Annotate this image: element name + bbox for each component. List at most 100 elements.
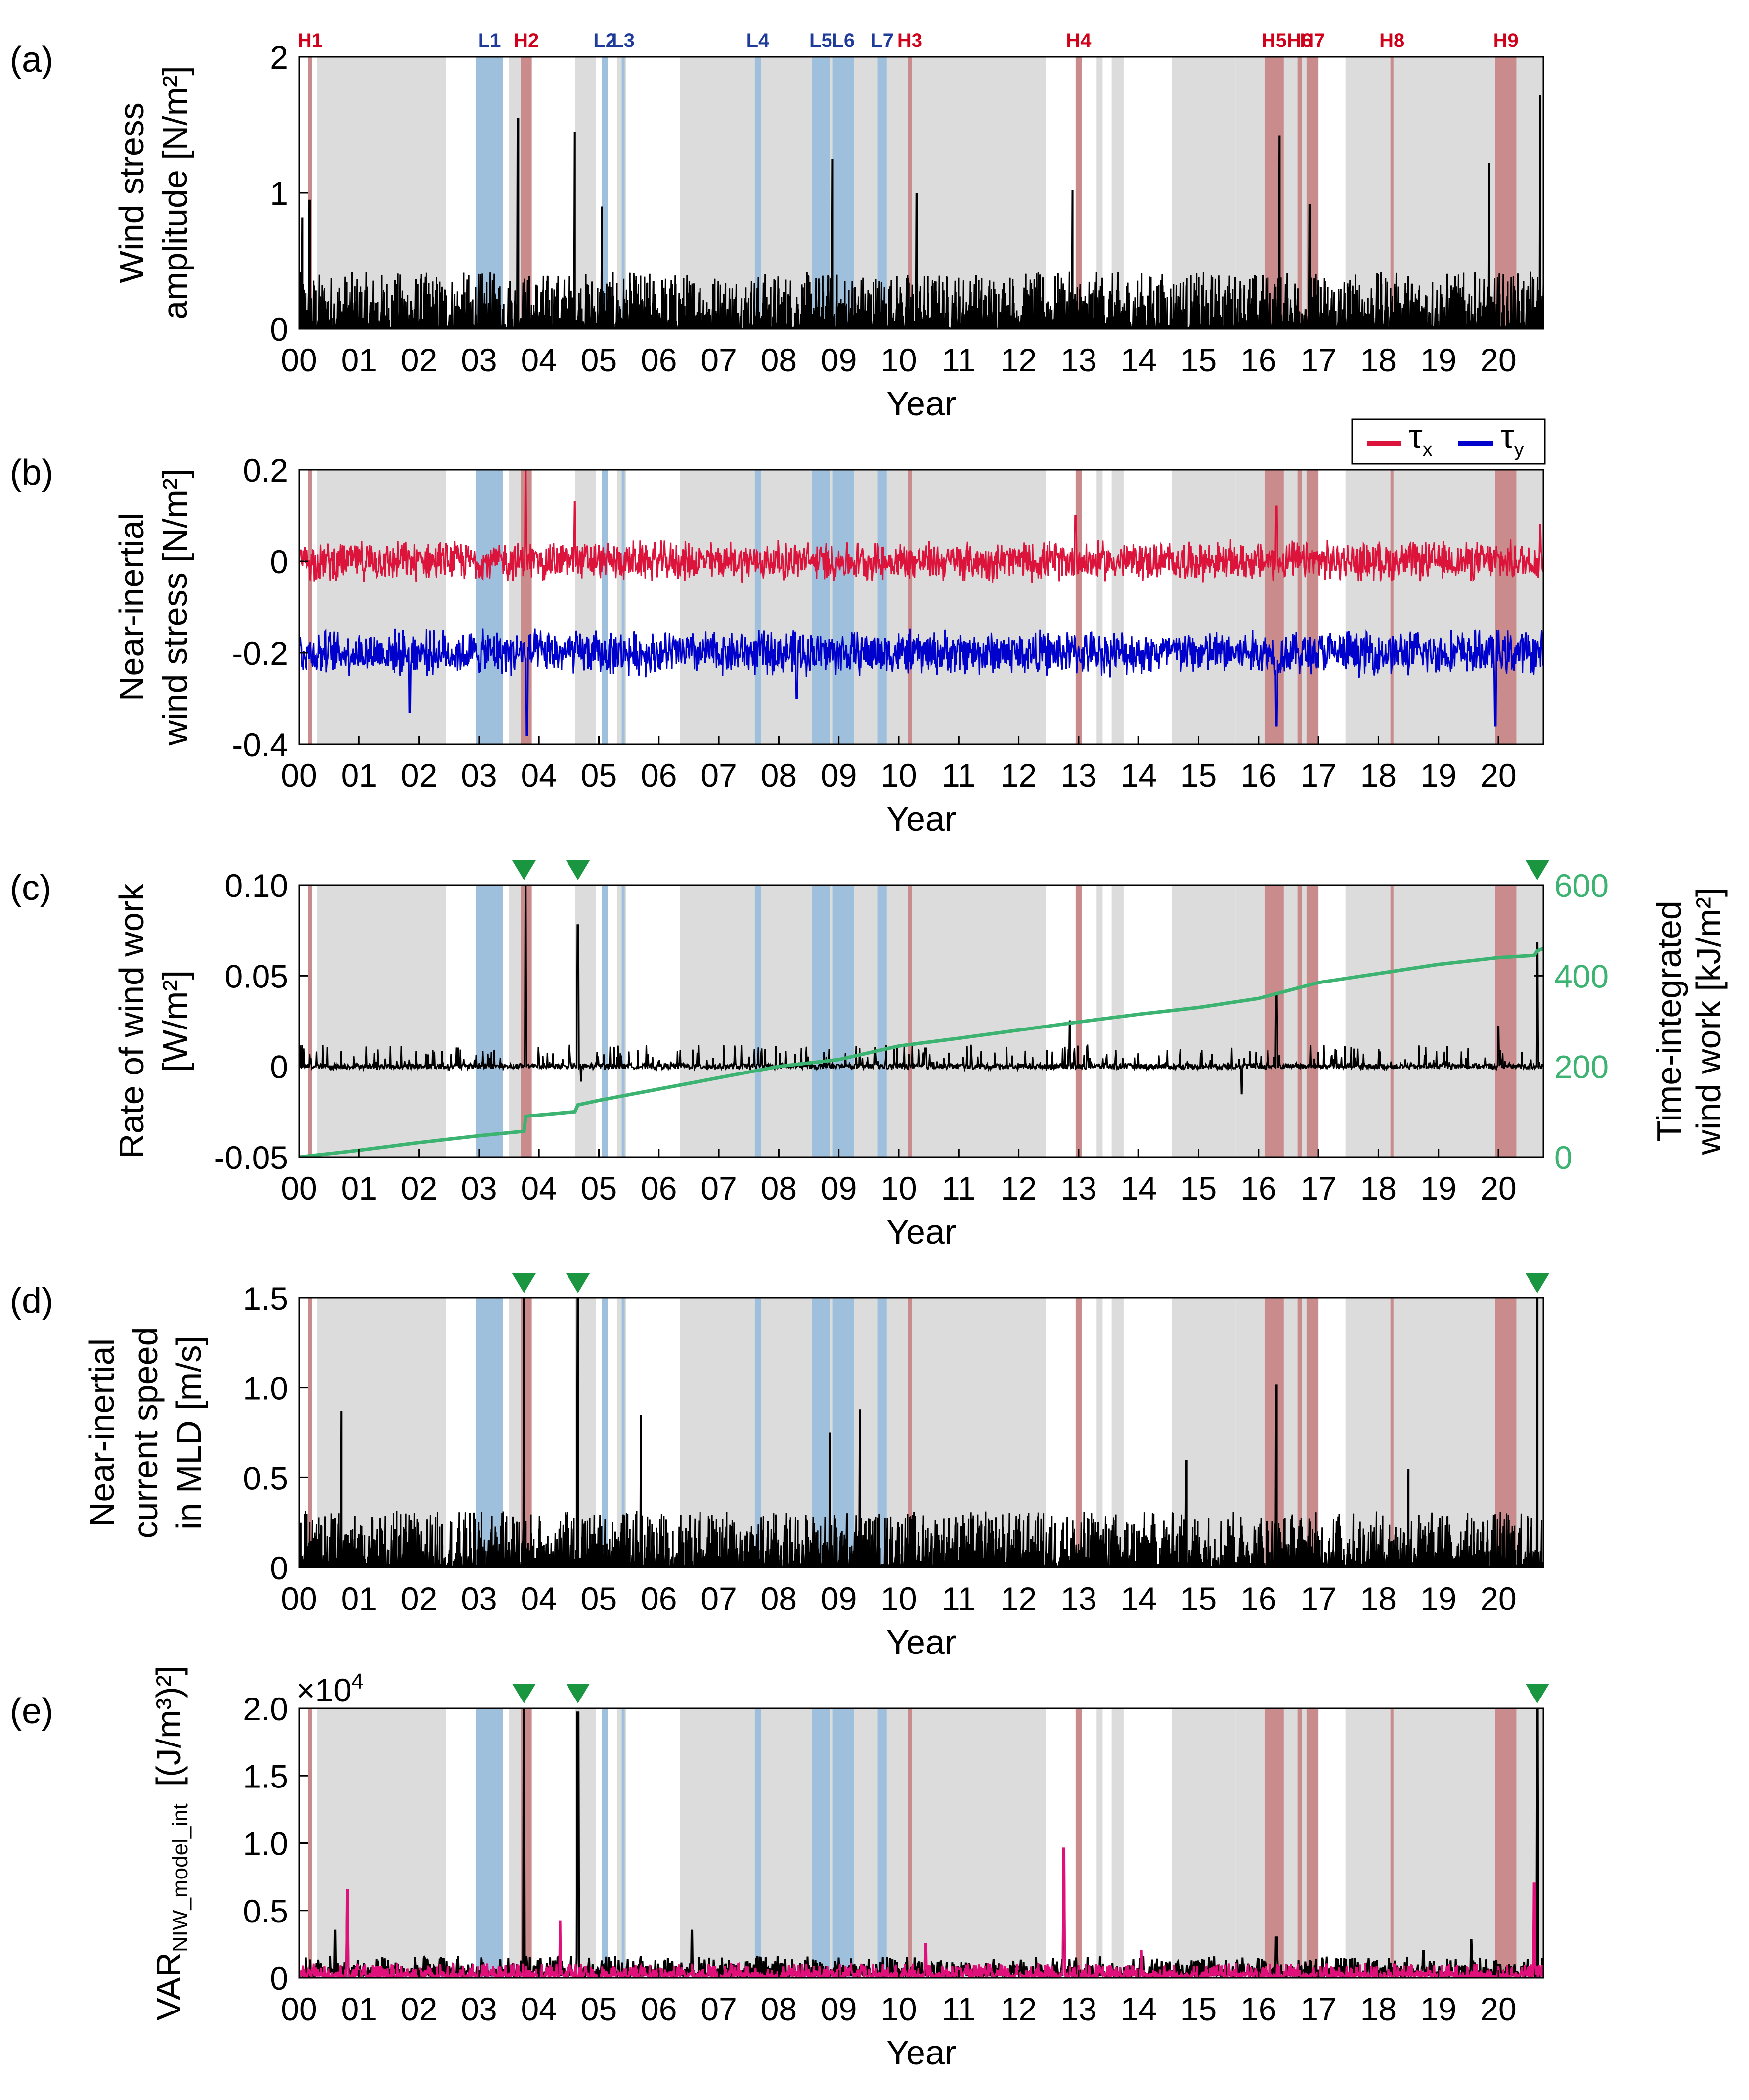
x-tick-label: 09 [821, 1170, 857, 1206]
high-event-band [1297, 57, 1302, 329]
x-tick-label: 16 [1240, 1170, 1276, 1206]
x-tick-label: 18 [1360, 1991, 1397, 2027]
x-tick-label: 17 [1300, 1580, 1336, 1617]
x-tick-label: 13 [1060, 1170, 1096, 1206]
y-tick-label: 1.5 [243, 1758, 288, 1794]
x-tick-label: 10 [880, 342, 917, 378]
y-tick-label: 0.10 [225, 867, 288, 904]
x-tick-label: 12 [1001, 757, 1037, 794]
x-tick-label: 08 [761, 1580, 797, 1617]
x-tick-label: 01 [341, 1580, 377, 1617]
high-event-band [521, 57, 532, 329]
x-tick-label: 00 [281, 757, 317, 794]
x-tick-label: 11 [942, 1580, 976, 1617]
x-tick-label: 01 [341, 1170, 377, 1206]
low-event-band [877, 470, 887, 744]
high-event-band [1264, 470, 1284, 744]
gray-period [1096, 1298, 1103, 1567]
high-event-band [521, 470, 532, 744]
low-event-label: L7 [871, 30, 894, 51]
x-axis-title: Year [886, 2033, 956, 2072]
low-event-band [812, 57, 830, 329]
low-event-band [476, 470, 503, 744]
y-tick-label: 2 [270, 39, 288, 76]
x-tick-label: 03 [461, 342, 497, 378]
legend-label: τx [1409, 417, 1433, 460]
x-tick-label: 20 [1480, 1580, 1516, 1617]
low-event-band [754, 470, 761, 744]
x-tick-label: 08 [761, 757, 797, 794]
x-tick-label: 05 [581, 1991, 617, 2027]
high-event-band [908, 1298, 912, 1567]
panel-label: (c) [10, 868, 51, 908]
x-axis-title: Year [886, 800, 956, 838]
x-tick-label: 12 [1001, 1170, 1037, 1206]
x-tick-label: 20 [1480, 1991, 1516, 2027]
x-tick-label: 03 [461, 1991, 497, 2027]
y-tick-label: 0 [270, 1049, 288, 1085]
x-tick-label: 07 [700, 1580, 737, 1617]
low-event-band [877, 57, 887, 329]
x-tick-label: 13 [1060, 1991, 1096, 2027]
x-tick-label: 05 [581, 342, 617, 378]
x-tick-label: 01 [341, 342, 377, 378]
low-event-band [832, 1708, 854, 1978]
plot-frame-d [298, 1297, 1544, 1568]
x-tick-label: 16 [1240, 1991, 1276, 2027]
x-tick-label: 15 [1181, 342, 1217, 378]
high-event-band [1390, 885, 1394, 1157]
x-tick-label: 10 [880, 1580, 917, 1617]
event-marker-triangle [512, 1684, 536, 1703]
y-tick-label: 0.5 [243, 1460, 288, 1496]
x-tick-label: 01 [341, 757, 377, 794]
low-event-band [621, 885, 625, 1157]
high-event-band [1390, 57, 1394, 329]
legend-label: τy [1500, 417, 1524, 460]
high-event-band [1306, 470, 1319, 744]
gray-period [1096, 1708, 1103, 1978]
x-tick-label: 04 [521, 1170, 557, 1206]
high-event-band [1075, 1708, 1082, 1978]
low-event-band [877, 885, 887, 1157]
x-tick-label: 17 [1300, 757, 1336, 794]
x-tick-label: 18 [1360, 342, 1397, 378]
gray-period [1111, 1708, 1124, 1978]
x-tick-label: 02 [401, 342, 437, 378]
y2-tick-label: 400 [1554, 958, 1609, 994]
low-event-band [754, 1708, 761, 1978]
gray-period [1096, 885, 1103, 1157]
x-tick-label: 03 [461, 1170, 497, 1206]
x-tick-label: 09 [821, 1991, 857, 2027]
x-tick-label: 04 [521, 757, 557, 794]
x-tick-label: 18 [1360, 1170, 1397, 1206]
high-event-label: H3 [897, 30, 922, 51]
high-event-band [1495, 470, 1517, 744]
series-cumulative-wind-work [299, 947, 1543, 1157]
x-tick-label: 13 [1060, 342, 1096, 378]
low-event-band [832, 885, 854, 1157]
low-event-band [832, 1298, 854, 1567]
gray-period [1171, 1708, 1236, 1978]
high-event-band [1264, 1298, 1284, 1567]
x-tick-label: 19 [1420, 1170, 1456, 1206]
high-event-label: H4 [1066, 30, 1092, 51]
x-tick-label: 20 [1480, 1170, 1516, 1206]
high-event-band [308, 1298, 312, 1567]
plot-frame-c [298, 884, 1544, 1158]
y2-tick-label: 200 [1554, 1049, 1609, 1085]
low-event-band [602, 470, 608, 744]
x-tick-label: 19 [1420, 757, 1456, 794]
low-event-band [754, 57, 761, 329]
gray-period [1171, 470, 1236, 744]
x-tick-label: 02 [401, 1580, 437, 1617]
plot-area-d [299, 1298, 1543, 1567]
gray-period [680, 885, 1046, 1157]
x-tick-label: 03 [461, 1580, 497, 1617]
x-tick-label: 05 [581, 1580, 617, 1617]
high-event-band [908, 470, 912, 744]
event-marker-triangle [566, 860, 590, 880]
plot-area-e [299, 1708, 1543, 1978]
x-tick-label: 04 [521, 342, 557, 378]
high-event-band [1390, 1298, 1394, 1567]
x-tick-label: 09 [821, 757, 857, 794]
